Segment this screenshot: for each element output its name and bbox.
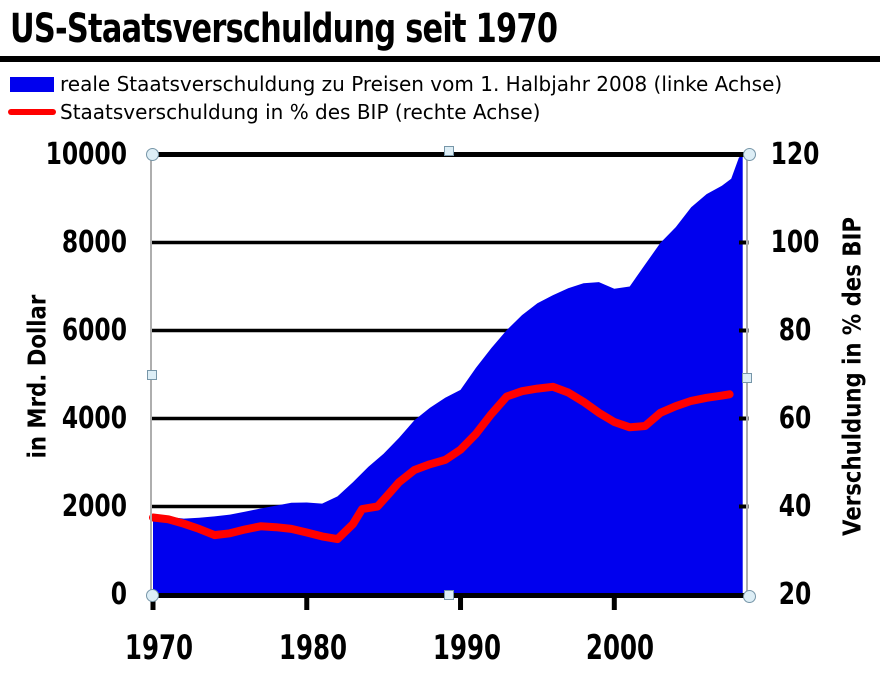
page-title: US-Staatsverschuldung seit 1970: [10, 6, 558, 52]
line-series-debt-pct-gdp: [149, 382, 734, 544]
area-series-real-debt: [153, 154, 743, 595]
legend-label-real-debt: reale Staatsverschuldung zu Preisen vom …: [60, 72, 783, 96]
selection-handle-circle[interactable]: [742, 589, 756, 603]
selection-handle-square[interactable]: [147, 370, 157, 380]
legend-item-real-debt: reale Staatsverschuldung zu Preisen vom …: [10, 70, 782, 98]
title-underline: [0, 56, 880, 62]
selection-handle-square[interactable]: [742, 373, 752, 383]
legend-item-debt-pct-gdp: Staatsverschuldung in % des BIP (rechte …: [8, 98, 782, 126]
legend-line-swatch: [8, 109, 56, 115]
legend-area-swatch: [10, 76, 54, 92]
legend: reale Staatsverschuldung zu Preisen vom …: [8, 70, 782, 126]
selection-handle-square[interactable]: [444, 590, 454, 600]
selection-handle-circle[interactable]: [742, 147, 756, 161]
legend-label-debt-pct-gdp: Staatsverschuldung in % des BIP (rechte …: [60, 100, 541, 124]
selection-handle-circle[interactable]: [145, 588, 159, 602]
selection-handle-circle[interactable]: [145, 147, 159, 161]
selection-handle-square[interactable]: [444, 146, 454, 156]
